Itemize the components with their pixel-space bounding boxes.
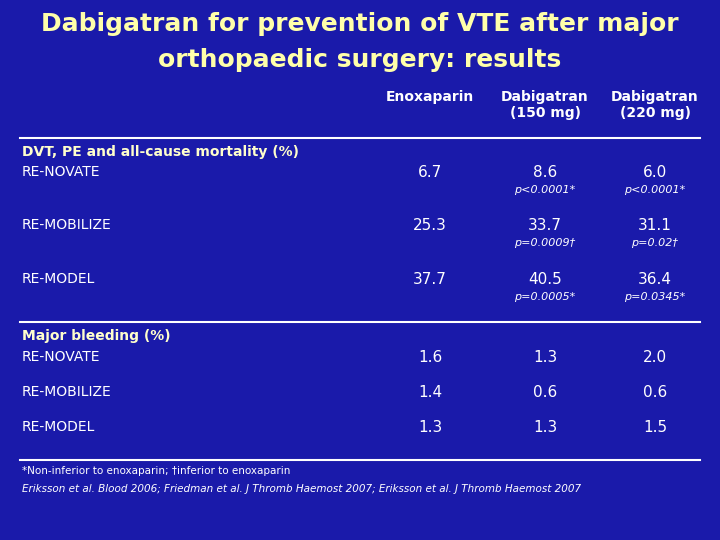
- Text: 1.6: 1.6: [418, 350, 442, 365]
- Text: RE-NOVATE: RE-NOVATE: [22, 350, 101, 364]
- Text: Major bleeding (%): Major bleeding (%): [22, 329, 171, 343]
- Text: 1.3: 1.3: [418, 420, 442, 435]
- Text: Dabigatran for prevention of VTE after major: Dabigatran for prevention of VTE after m…: [41, 12, 679, 36]
- Text: 1.3: 1.3: [533, 350, 557, 365]
- Text: 2.0: 2.0: [643, 350, 667, 365]
- Text: RE-MOBILIZE: RE-MOBILIZE: [22, 218, 112, 232]
- Text: orthopaedic surgery: results: orthopaedic surgery: results: [158, 48, 562, 72]
- Text: 40.5: 40.5: [528, 272, 562, 287]
- Text: 25.3: 25.3: [413, 218, 447, 233]
- Text: RE-MODEL: RE-MODEL: [22, 272, 95, 286]
- Text: *Non-inferior to enoxaparin; †inferior to enoxaparin: *Non-inferior to enoxaparin; †inferior t…: [22, 466, 290, 476]
- Text: 37.7: 37.7: [413, 272, 447, 287]
- Text: p=0.0009†: p=0.0009†: [514, 238, 575, 248]
- Text: 33.7: 33.7: [528, 218, 562, 233]
- Text: DVT, PE and all-cause mortality (%): DVT, PE and all-cause mortality (%): [22, 145, 299, 159]
- Text: RE-NOVATE: RE-NOVATE: [22, 165, 101, 179]
- Text: 31.1: 31.1: [638, 218, 672, 233]
- Text: Dabigatran
(150 mg): Dabigatran (150 mg): [501, 90, 589, 120]
- Text: 1.5: 1.5: [643, 420, 667, 435]
- Text: 8.6: 8.6: [533, 165, 557, 180]
- Text: p=0.02†: p=0.02†: [631, 238, 678, 248]
- Text: p=0.0005*: p=0.0005*: [514, 292, 575, 302]
- Text: p=0.0345*: p=0.0345*: [624, 292, 685, 302]
- Text: 6.0: 6.0: [643, 165, 667, 180]
- Text: Enoxaparin: Enoxaparin: [386, 90, 474, 104]
- Text: RE-MOBILIZE: RE-MOBILIZE: [22, 385, 112, 399]
- Text: 0.6: 0.6: [643, 385, 667, 400]
- Text: 0.6: 0.6: [533, 385, 557, 400]
- Text: RE-MODEL: RE-MODEL: [22, 420, 95, 434]
- Text: 1.4: 1.4: [418, 385, 442, 400]
- Text: p<0.0001*: p<0.0001*: [624, 185, 685, 195]
- Text: Eriksson et al. Blood 2006; Friedman et al. J Thromb Haemost 2007; Eriksson et a: Eriksson et al. Blood 2006; Friedman et …: [22, 484, 581, 494]
- Text: p<0.0001*: p<0.0001*: [514, 185, 575, 195]
- Text: 1.3: 1.3: [533, 420, 557, 435]
- Text: Dabigatran
(220 mg): Dabigatran (220 mg): [611, 90, 699, 120]
- Text: 6.7: 6.7: [418, 165, 442, 180]
- Text: 36.4: 36.4: [638, 272, 672, 287]
